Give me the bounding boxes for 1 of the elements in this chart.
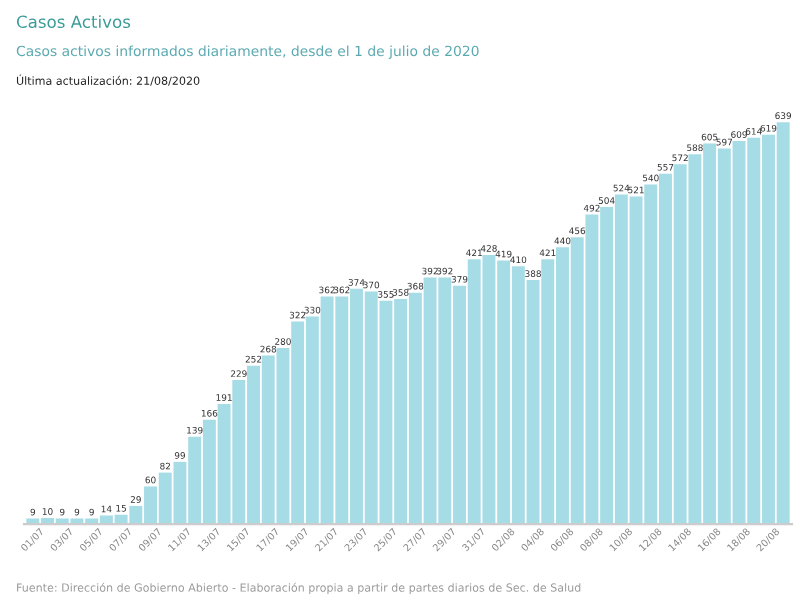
chart-title: Casos Activos (16, 15, 131, 29)
